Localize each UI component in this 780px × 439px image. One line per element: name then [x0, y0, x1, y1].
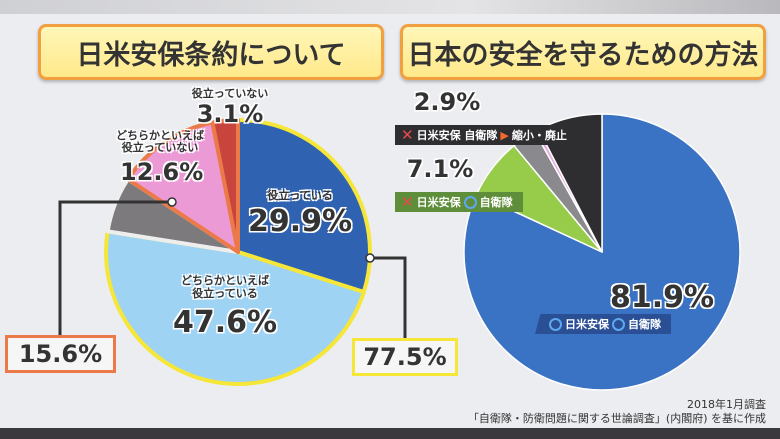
left-pie	[104, 118, 372, 386]
pct-rather-useful: 47.6%	[172, 305, 278, 340]
band-text: 日米安保	[565, 318, 609, 331]
left-chart-title: 日米安保条約について	[38, 24, 384, 80]
arrow-right-icon: ▶	[500, 128, 509, 142]
pie-slice	[210, 118, 240, 254]
band-text: 日米安保	[416, 196, 461, 209]
label-rather-useful-2: 役立っている	[192, 287, 258, 300]
label-useful: 役立っている	[267, 189, 333, 202]
label-rather-not-2: 役立っていない	[121, 141, 199, 154]
total-not-useful-box: 15.6%	[5, 335, 116, 373]
cross-icon: ✕	[401, 193, 414, 211]
pct-not-useful: 3.1%	[196, 100, 264, 128]
label-rather-useful-1: どちらかといえば	[181, 274, 269, 287]
bottom-bar	[0, 428, 780, 439]
circle-icon	[463, 195, 477, 209]
cross-icon: ✕	[401, 126, 414, 144]
total-useful-box: 77.5%	[352, 338, 458, 376]
pct-rather-not: 12.6%	[120, 158, 204, 186]
pie-slice	[104, 229, 366, 386]
pct-both: 81.9%	[610, 280, 715, 315]
survey-date: 2018年1月調査	[687, 398, 766, 411]
pie-slice	[236, 118, 372, 295]
source-note: 「自衛隊・防衛問題に関する世論調査」(内閣府) を基に作成	[467, 412, 766, 425]
pct-sdf-only: 7.1%	[406, 155, 474, 183]
pie-slice	[125, 120, 240, 254]
right-chart-title: 日本の安全を守るための方法	[400, 24, 766, 80]
pct-reduce-abolish: 2.9%	[413, 88, 481, 116]
band-text: 日米安保 自衛隊	[416, 129, 498, 142]
label-rather-not-1: どちらかといえば	[116, 129, 204, 142]
label-not-useful: 役立っていない	[191, 87, 269, 100]
pct-useful: 29.9%	[247, 204, 353, 239]
band-text: 縮小・廃止	[511, 129, 567, 142]
callout-dot-not-useful	[167, 197, 177, 207]
band-sdf-only: ✕ 日米安保 自衛隊	[395, 192, 523, 212]
band-text: 自衛隊	[628, 318, 661, 331]
band-both: 日米安保 自衛隊	[535, 314, 671, 334]
band-reduce-abolish: ✕ 日米安保 自衛隊 ▶ 縮小・廃止	[395, 125, 577, 145]
right-pie	[463, 113, 741, 391]
top-banner	[0, 0, 780, 14]
callout-line-useful	[370, 256, 407, 340]
circle-icon	[612, 317, 625, 331]
callout-line-not-useful	[58, 200, 172, 335]
callout-dot-useful	[365, 253, 375, 263]
circle-icon	[549, 317, 562, 331]
band-text: 自衛隊	[479, 196, 513, 209]
